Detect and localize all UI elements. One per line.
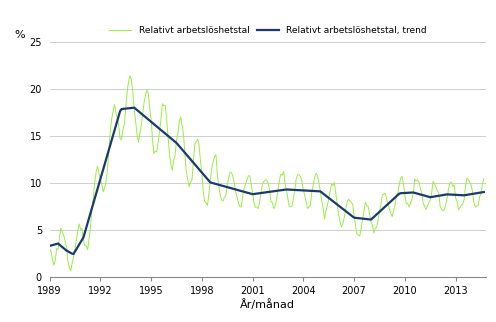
Legend: Relativt arbetslöshetstal, Relativt arbetslöshetstal, trend: Relativt arbetslöshetstal, Relativt arbe…: [109, 26, 427, 35]
X-axis label: År/månad: År/månad: [241, 299, 295, 310]
Text: %: %: [15, 30, 25, 40]
